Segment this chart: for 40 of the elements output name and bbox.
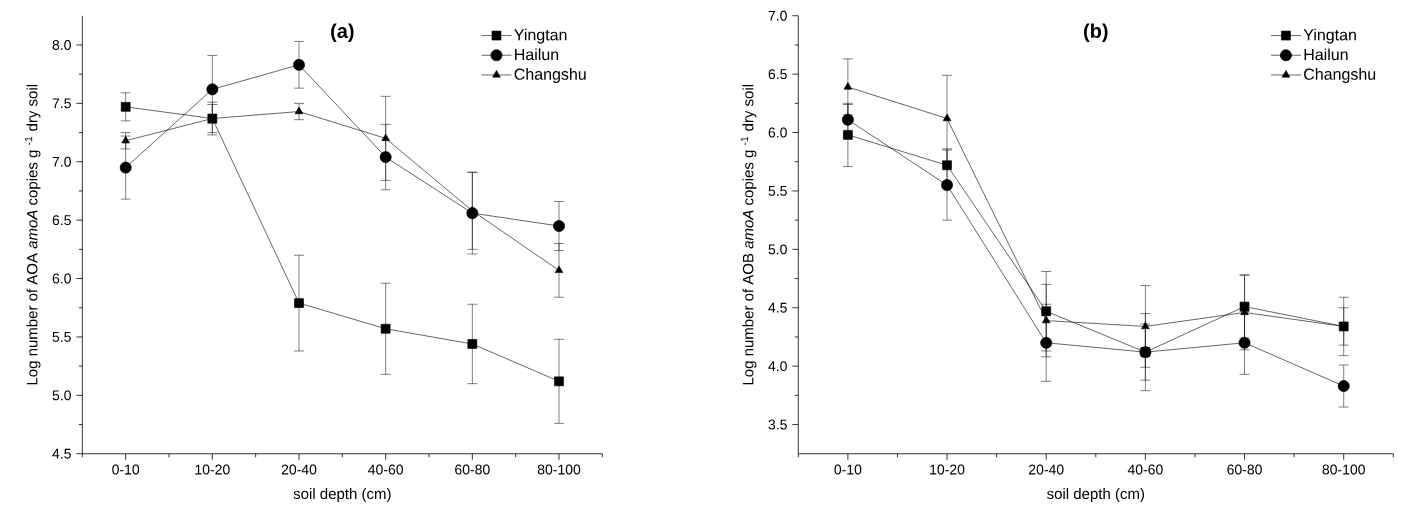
y-axis-title: Log number of AOB amoA copies g $^{-1}$ dry soil bbox=[740, 84, 757, 385]
x-tick-label: 0-10 bbox=[834, 464, 862, 475]
x-tick-label: 80-100 bbox=[1322, 464, 1365, 475]
x-axis-title: soil depth (cm) bbox=[1047, 488, 1145, 503]
chart-title: (b) bbox=[1084, 23, 1108, 43]
y-tick-label: 6.5 bbox=[52, 215, 71, 226]
chart-title: (a) bbox=[331, 23, 354, 43]
legend-label: Yingtan bbox=[1303, 28, 1356, 44]
x-tick-label: 40-60 bbox=[368, 464, 404, 475]
y-tick-label: 4.0 bbox=[768, 361, 787, 372]
y-tick-label: 6.0 bbox=[768, 127, 787, 138]
x-tick-label: 60-80 bbox=[455, 464, 490, 475]
x-tick-label: 0-10 bbox=[112, 464, 140, 475]
legend-label: Hailun bbox=[1304, 48, 1348, 61]
x-tick-label: 60-80 bbox=[1227, 464, 1262, 475]
x-tick-label: 40-60 bbox=[1127, 464, 1163, 475]
y-tick-label: 6.0 bbox=[52, 273, 71, 284]
x-tick-label: 20-40 bbox=[281, 464, 317, 475]
y-tick-label: 5.0 bbox=[768, 244, 787, 255]
y-tick-label: 8.0 bbox=[52, 39, 71, 50]
y-tick-label: 5.5 bbox=[52, 332, 71, 342]
y-tick-label: 7.0 bbox=[768, 10, 787, 21]
legend-label: Yingtan bbox=[514, 28, 567, 44]
y-tick-label: 5.0 bbox=[52, 390, 71, 401]
y-axis-title: Log number of AOA amoA copies g $^{-1}$ dry soil bbox=[24, 84, 41, 385]
x-tick-label: 20-40 bbox=[1029, 464, 1064, 475]
x-tick-label: 80-100 bbox=[537, 464, 581, 475]
y-tick-label: 6.5 bbox=[768, 69, 787, 80]
y-tick-label: 3.5 bbox=[768, 419, 787, 430]
y-tick-label: 7.0 bbox=[52, 156, 71, 167]
y-tick-label: 4.5 bbox=[52, 448, 71, 459]
legend-label: Hailun bbox=[515, 48, 559, 61]
x-tick-label: 10-20 bbox=[195, 464, 230, 475]
x-tick-label: 10-20 bbox=[930, 464, 965, 475]
y-tick-label: 7.5 bbox=[52, 98, 71, 109]
y-tick-label: 4.5 bbox=[768, 302, 787, 313]
x-axis-title: soil depth (cm) bbox=[293, 488, 391, 503]
legend-label: Changshu bbox=[514, 68, 586, 84]
y-tick-label: 5.5 bbox=[768, 186, 787, 196]
legend-label: Changshu bbox=[1304, 68, 1376, 84]
